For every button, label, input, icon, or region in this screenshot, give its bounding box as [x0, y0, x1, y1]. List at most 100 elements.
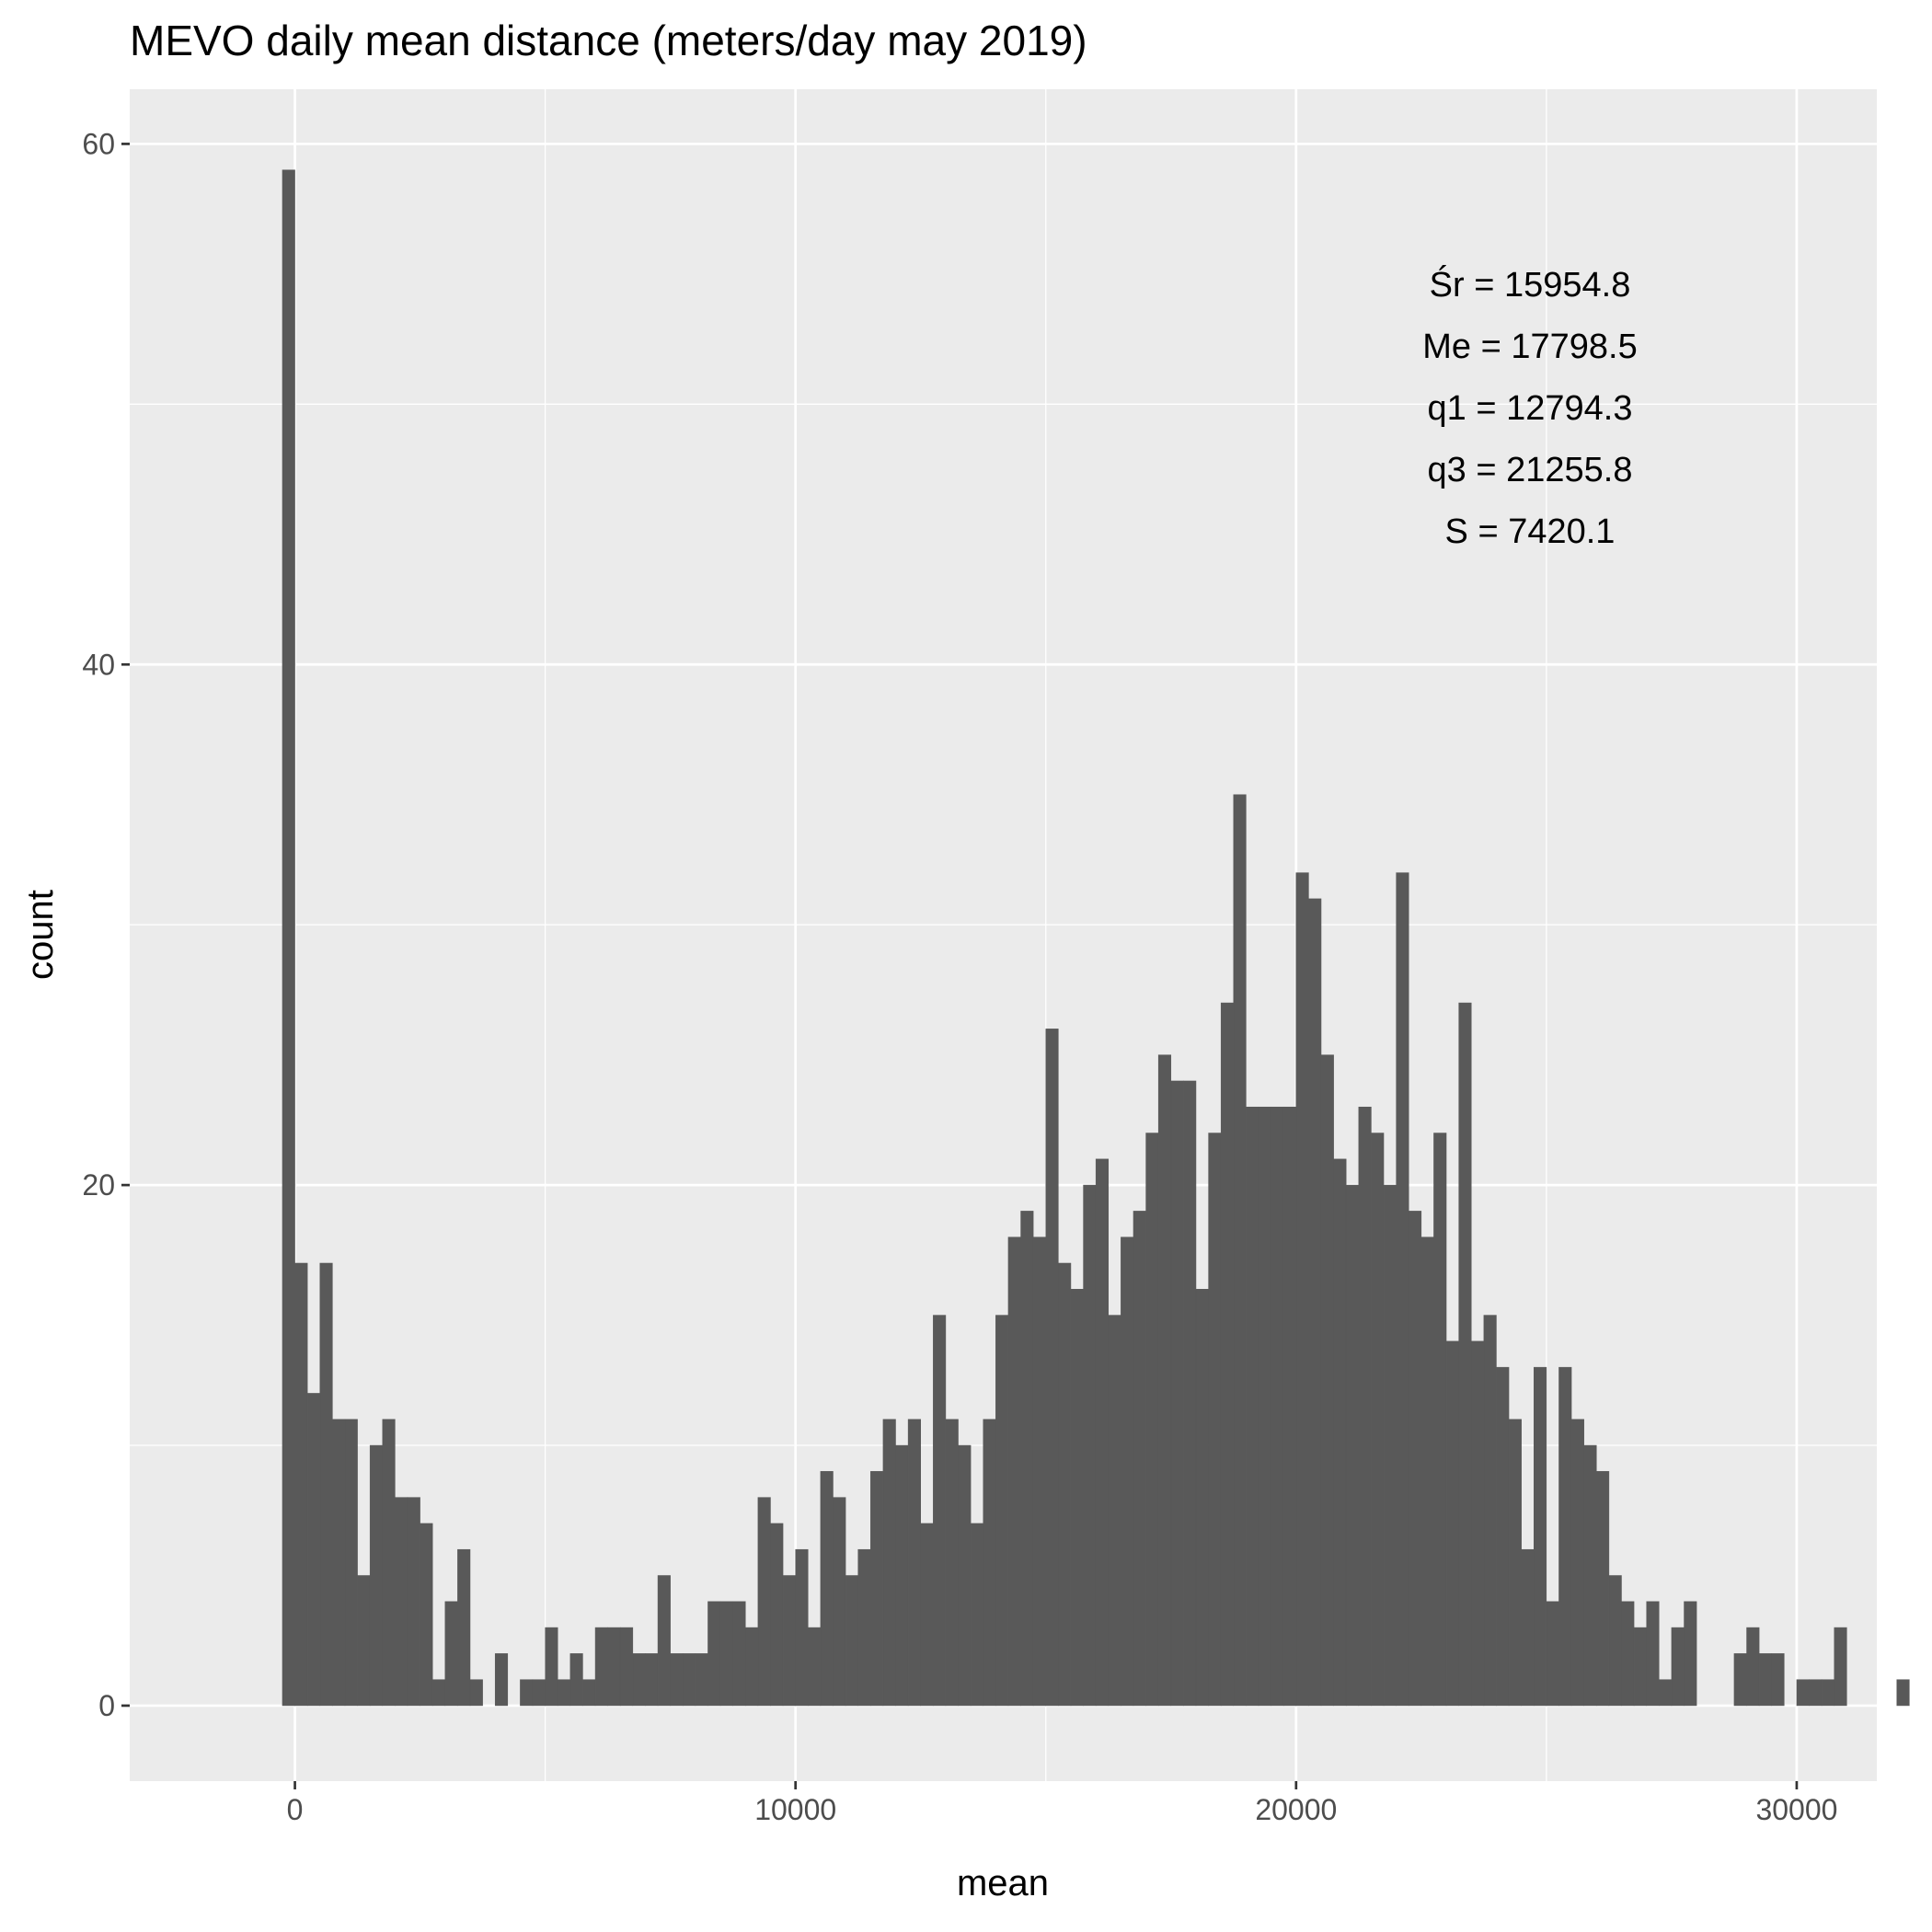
y-tick-label-3: 60 — [82, 127, 115, 160]
x-tick-label-2: 20000 — [1255, 1793, 1337, 1826]
histogram-bar-31 — [670, 1653, 684, 1707]
histogram-bar-44 — [833, 1497, 846, 1707]
histogram-bar-49 — [895, 1444, 909, 1707]
histogram-bar-29 — [645, 1653, 659, 1707]
histogram-bar-42 — [808, 1627, 822, 1707]
histogram-bar-106 — [1608, 1575, 1622, 1707]
histogram-bar-61 — [1045, 1029, 1059, 1707]
histogram-bar-54 — [958, 1444, 972, 1707]
histogram-bar-119 — [1771, 1653, 1785, 1707]
histogram-bar-64 — [1083, 1184, 1097, 1707]
histogram-bar-103 — [1570, 1419, 1584, 1707]
histogram-bar-81 — [1295, 872, 1309, 1707]
histogram-bar-15 — [469, 1679, 483, 1707]
histogram-bar-26 — [607, 1627, 621, 1707]
histogram-bar-43 — [820, 1471, 834, 1707]
histogram-bar-98 — [1508, 1419, 1522, 1707]
histogram-bar-88 — [1383, 1184, 1397, 1707]
annotation-line-3: q3 = 21255.8 — [1428, 451, 1633, 489]
histogram-bar-50 — [907, 1419, 921, 1707]
histogram-bar-12 — [431, 1679, 446, 1707]
histogram-bar-9 — [395, 1497, 408, 1707]
histogram-bar-76 — [1233, 794, 1247, 1707]
x-axis-title: mean — [957, 1863, 1049, 1903]
histogram-bar-28 — [632, 1653, 646, 1707]
histogram-bar-91 — [1420, 1236, 1434, 1707]
histogram-bar-20 — [532, 1679, 546, 1707]
histogram-bar-22 — [557, 1679, 571, 1707]
histogram-bar-84 — [1333, 1158, 1347, 1707]
histogram-bar-112 — [1684, 1601, 1697, 1707]
histogram-bar-65 — [1095, 1158, 1110, 1707]
histogram-bar-109 — [1646, 1601, 1660, 1707]
histogram-bar-0 — [282, 169, 295, 1707]
histogram-bar-94 — [1458, 1002, 1472, 1707]
histogram-bar-47 — [870, 1471, 884, 1707]
histogram-bar-62 — [1058, 1262, 1072, 1707]
histogram-bar-53 — [945, 1419, 959, 1707]
histogram-bar-48 — [882, 1419, 896, 1707]
histogram-bar-19 — [520, 1679, 534, 1707]
y-tick-label-0: 0 — [98, 1689, 115, 1722]
histogram-bar-121 — [1796, 1679, 1810, 1707]
histogram-bar-90 — [1408, 1211, 1422, 1707]
y-axis-title: count — [20, 890, 61, 980]
histogram-bar-95 — [1471, 1340, 1485, 1707]
histogram-bar-74 — [1208, 1133, 1222, 1707]
histogram-bar-39 — [770, 1523, 784, 1707]
histogram-bar-116 — [1733, 1653, 1747, 1707]
histogram-bar-80 — [1282, 1106, 1297, 1707]
histogram-bar-72 — [1183, 1080, 1197, 1707]
histogram-bar-85 — [1345, 1184, 1360, 1707]
histogram-bar-17 — [494, 1653, 509, 1707]
histogram-bar-87 — [1371, 1133, 1385, 1707]
histogram-bar-8 — [382, 1419, 396, 1707]
histogram-bar-73 — [1195, 1289, 1209, 1707]
histogram-bar-67 — [1121, 1236, 1134, 1707]
histogram-bar-4 — [332, 1419, 346, 1707]
histogram-bar-25 — [594, 1627, 608, 1707]
histogram-bar-37 — [745, 1627, 759, 1707]
annotation-line-1: Me = 17798.5 — [1422, 328, 1637, 366]
annotation-line-0: Śr = 15954.8 — [1430, 263, 1631, 305]
histogram-bar-58 — [1007, 1236, 1021, 1707]
histogram-bar-14 — [457, 1548, 471, 1707]
histogram-bar-27 — [619, 1627, 634, 1707]
histogram-bar-78 — [1258, 1106, 1271, 1707]
histogram-bar-46 — [857, 1548, 871, 1707]
histogram-bar-56 — [983, 1419, 996, 1707]
histogram-bar-71 — [1170, 1080, 1184, 1707]
histogram-bar-79 — [1271, 1106, 1284, 1707]
histogram-bar-24 — [582, 1679, 596, 1707]
histogram-bar-102 — [1558, 1366, 1572, 1707]
histogram-bar-92 — [1433, 1133, 1447, 1707]
histogram-bar-52 — [933, 1315, 947, 1707]
histogram-bar-100 — [1534, 1366, 1547, 1707]
histogram-bar-111 — [1671, 1627, 1685, 1707]
histogram-bar-86 — [1358, 1106, 1372, 1707]
chart-title: MEVO daily mean distance (meters/day may… — [130, 17, 1087, 64]
histogram-bar-99 — [1521, 1548, 1535, 1707]
histogram-bar-69 — [1145, 1133, 1159, 1707]
histogram-bar-30 — [657, 1575, 671, 1707]
histogram-bar-96 — [1483, 1315, 1497, 1707]
histogram-bar-11 — [420, 1523, 433, 1707]
histogram-bar-107 — [1621, 1601, 1635, 1707]
histogram-bar-36 — [732, 1601, 746, 1707]
histogram-bar-118 — [1758, 1653, 1772, 1707]
histogram-bar-129 — [1896, 1679, 1910, 1707]
histogram-bar-60 — [1032, 1236, 1047, 1707]
histogram-bar-21 — [545, 1627, 558, 1707]
histogram-bar-108 — [1633, 1627, 1647, 1707]
histogram-bar-123 — [1821, 1679, 1834, 1707]
histogram-bar-66 — [1108, 1315, 1121, 1707]
histogram-bar-63 — [1070, 1289, 1084, 1707]
histogram-bar-10 — [407, 1497, 420, 1707]
histogram-bar-57 — [995, 1315, 1009, 1707]
x-axis: 0 10000 20000 30000 — [287, 1781, 1837, 1826]
histogram-bar-38 — [757, 1497, 771, 1707]
histogram-bar-6 — [357, 1575, 371, 1707]
histogram-bar-110 — [1659, 1679, 1673, 1707]
histogram-bar-32 — [683, 1653, 696, 1707]
